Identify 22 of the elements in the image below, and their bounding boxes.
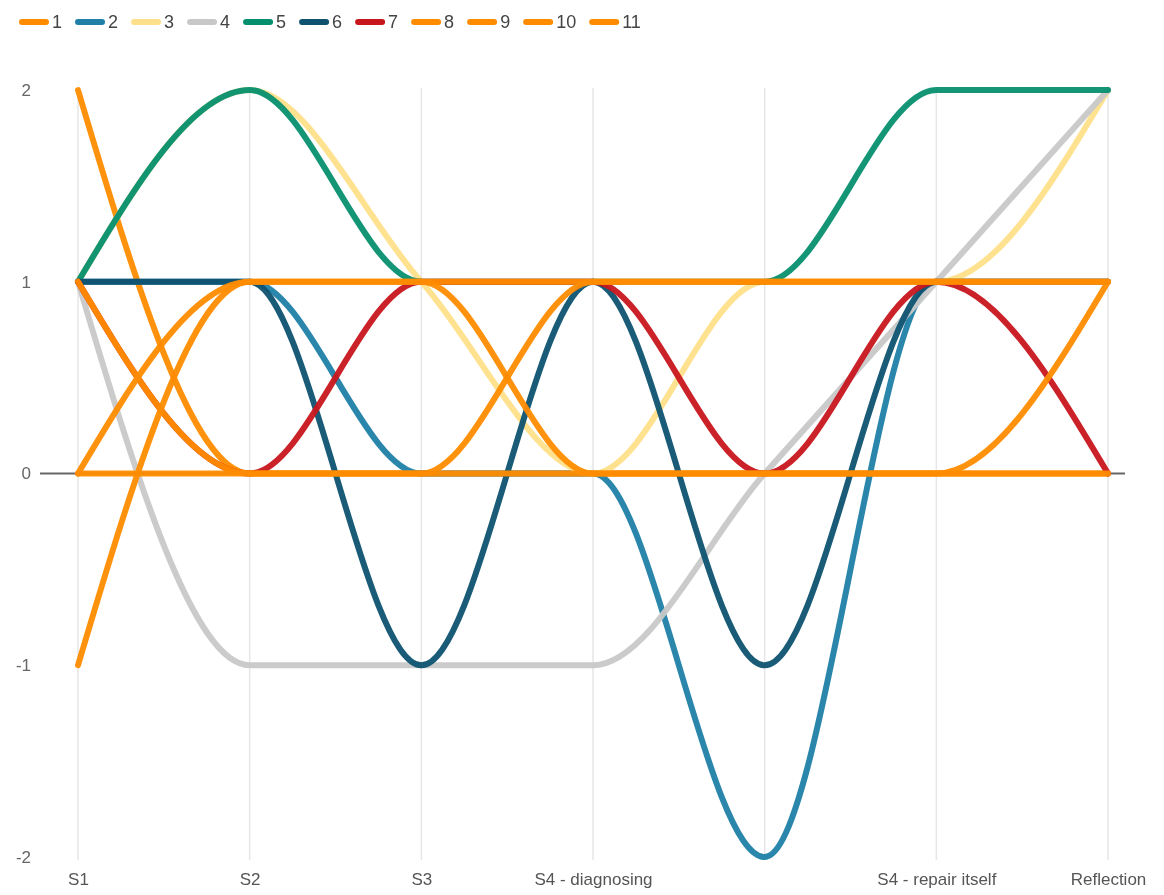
legend-label: 4 [220,12,231,32]
y-tick-label: 2 [21,80,31,100]
x-tick-label: Reflection [1070,870,1147,890]
legend-label: 11 [622,12,641,32]
x-tick-label: S4 - repair itself [877,870,997,890]
y-tick-label: -1 [15,656,31,676]
x-tick-label: S4 - diagnosing [534,870,653,890]
legend-label: 3 [164,12,175,32]
legend-label: 1 [52,12,63,32]
y-tick-label: 0 [21,464,31,484]
x-tick-label: S3 [411,870,433,890]
legend-label: 6 [332,12,343,32]
legend-label: 8 [444,12,455,32]
y-tick-label: -2 [15,847,31,867]
legend-label: 7 [388,12,399,32]
legend-label: 2 [108,12,119,32]
x-tick-label: S1 [68,870,89,890]
x-tick-label: S2 [239,870,261,890]
legend-label: 5 [276,12,287,32]
y-tick-label: 1 [21,272,31,292]
legend-label: 9 [500,12,511,32]
legend-label: 10 [556,12,577,32]
